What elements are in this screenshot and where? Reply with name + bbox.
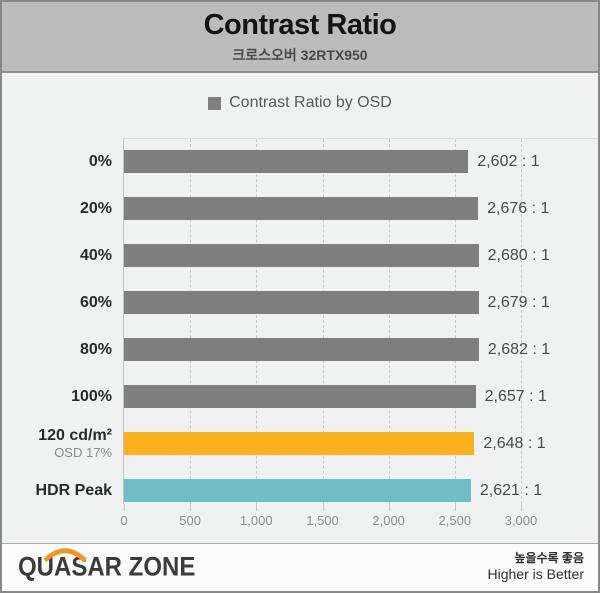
category-label-main: 40% xyxy=(79,246,112,264)
axis-tick xyxy=(454,504,456,511)
axis-tick xyxy=(388,504,390,511)
value-label: 2,680 : 1 xyxy=(487,247,550,264)
chart-subtitle: 크로스오버 32RTX950 xyxy=(232,47,368,63)
category-label: 60% xyxy=(6,291,112,314)
bar xyxy=(124,432,475,455)
axis-tick-label: 1,000 xyxy=(240,513,273,528)
footer-note-korean: 높을수록 좋음 xyxy=(514,551,584,566)
category-label: 0% xyxy=(6,150,112,173)
axis-tick-label: 2,000 xyxy=(372,513,405,528)
value-label: 2,676 : 1 xyxy=(487,200,550,217)
page-title: Contrast Ratio xyxy=(203,9,397,41)
bar xyxy=(124,150,469,173)
category-label-main: 0% xyxy=(88,152,112,170)
axis-tick xyxy=(190,504,192,511)
footer: QUASAR ZONE 높을수록 좋음 Higher is Better xyxy=(2,543,598,591)
legend: Contrast Ratio by OSD xyxy=(2,94,598,112)
footer-note: 높을수록 좋음 Higher is Better xyxy=(488,551,584,584)
category-label-main: 100% xyxy=(71,387,112,405)
category-label: 80% xyxy=(6,338,112,361)
gridline xyxy=(256,139,258,504)
axis-tick xyxy=(124,504,125,511)
gridline xyxy=(322,139,324,504)
plot-area: 0 500 1,000 1,500 2,000 2,500 3,000 2,602 : 1 0%… xyxy=(36,138,598,528)
axis-tick-label: 3,000 xyxy=(504,513,538,528)
gridline xyxy=(190,139,192,504)
category-label: 100% xyxy=(6,385,112,408)
category-label-main: 60% xyxy=(79,293,112,311)
axis-tick xyxy=(256,504,258,511)
axis-tick-label: 0 xyxy=(120,513,128,528)
category-label-main: 80% xyxy=(79,340,112,358)
axis-tick-label: 500 xyxy=(179,513,201,528)
category-label: HDR Peak xyxy=(6,479,112,502)
category-label: 20% xyxy=(6,197,112,220)
value-label: 2,602 : 1 xyxy=(477,153,540,170)
axis-tick xyxy=(521,504,522,511)
axis-tick xyxy=(322,504,324,511)
gridline xyxy=(521,139,522,504)
quasarzone-logo: QUASAR ZONE xyxy=(18,548,195,583)
gridline xyxy=(388,139,390,504)
bar xyxy=(124,479,471,502)
category-label-sub: OSD 17% xyxy=(54,445,112,460)
logo-swoosh-icon xyxy=(43,548,87,562)
category-label-main: 120 cd/m² xyxy=(38,427,112,444)
value-label: 2,621 : 1 xyxy=(479,482,543,499)
category-label-main: 20% xyxy=(79,199,112,217)
legend-swatch xyxy=(208,96,222,110)
gridline xyxy=(454,139,456,504)
value-label: 2,657 : 1 xyxy=(484,388,547,405)
category-label-main: HDR Peak xyxy=(35,481,112,499)
bar xyxy=(124,197,479,220)
value-label: 2,682 : 1 xyxy=(487,341,551,358)
category-label: 120 cd/m² OSD 17% xyxy=(6,427,112,460)
value-label: 2,648 : 1 xyxy=(483,435,546,452)
footer-note-english: Higher is Better xyxy=(487,566,584,583)
category-label: 40% xyxy=(6,244,112,267)
value-label: 2,679 : 1 xyxy=(487,294,550,311)
axis-tick-label: 1,500 xyxy=(306,513,339,528)
bar xyxy=(124,385,476,408)
bar xyxy=(124,338,479,361)
bar xyxy=(124,291,479,314)
legend-label: Contrast Ratio by OSD xyxy=(229,94,392,111)
chart-header: Contrast Ratio 크로스오버 32RTX950 xyxy=(2,2,598,73)
bar xyxy=(124,244,479,267)
axis-tick-label: 2,500 xyxy=(438,513,472,528)
